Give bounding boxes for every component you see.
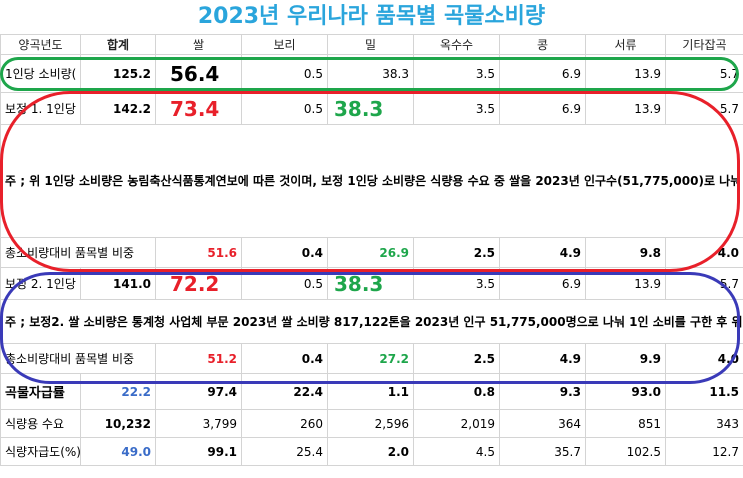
cell-tubers: 13.9 <box>585 267 666 300</box>
cell-barley: 0.5 <box>241 267 328 300</box>
table-row: 보정 2. 1인당 141.0 72.2 0.5 38.3 3.5 6.9 13… <box>0 267 743 300</box>
table-row: 식량용 수요 10,232 3,799 260 2,596 2,019 364 … <box>0 409 743 438</box>
cell-rice: 56.4 <box>155 54 242 93</box>
cell-tubers: 851 <box>585 409 666 438</box>
cell-soybean: 9.3 <box>499 373 586 410</box>
cell-rice: 72.2 <box>155 267 242 300</box>
cell-wheat: 38.3 <box>327 267 414 300</box>
cell-total: 10,232 <box>80 409 156 438</box>
table-row: 식량자급도(%) 49.0 99.1 25.4 2.0 4.5 35.7 102… <box>0 437 743 466</box>
note-row: 주 ; 위 1인당 소비량은 농림축산식품통계연보에 따른 것이며, 보정 1인… <box>0 124 743 238</box>
cell-soybean: 35.7 <box>499 437 586 466</box>
row-label: 총소비량대비 품목별 비중 <box>0 343 156 374</box>
cell-tubers: 9.9 <box>585 343 666 374</box>
table-row: 보정 1. 1인당 142.2 73.4 0.5 38.3 3.5 6.9 13… <box>0 92 743 125</box>
cell-other-grains: 4.0 <box>665 343 743 374</box>
row-label: 식량용 수요 <box>0 409 81 438</box>
cell-wheat: 38.3 <box>327 54 414 93</box>
header-cell: 양곡년도 <box>0 34 81 55</box>
cell-wheat: 2,596 <box>327 409 414 438</box>
header-cell: 합계 <box>80 34 156 55</box>
row-label: 식량자급도(%) <box>0 437 81 466</box>
cell-soybean: 6.9 <box>499 267 586 300</box>
cell-wheat: 1.1 <box>327 373 414 410</box>
cell-corn: 4.5 <box>413 437 500 466</box>
cell-rice: 3,799 <box>155 409 242 438</box>
cell-wheat: 27.2 <box>327 343 414 374</box>
cell-soybean: 6.9 <box>499 54 586 93</box>
table-row: 총소비량대비 품목별 비중 51.2 0.4 27.2 2.5 4.9 9.9 … <box>0 343 743 374</box>
cell-barley: 22.4 <box>241 373 328 410</box>
cell-corn: 2.5 <box>413 343 500 374</box>
note-row: 주 ; 보정2. 쌀 소비량은 통계청 사업체 부문 2023년 쌀 소비량 8… <box>0 299 743 344</box>
cell-barley: 0.4 <box>241 237 328 268</box>
cell-barley: 25.4 <box>241 437 328 466</box>
header-cell: 기타잡곡 <box>665 34 743 55</box>
header-cell: 옥수수 <box>413 34 500 55</box>
row-label: 총소비량대비 품목별 비중 <box>0 237 156 268</box>
cell-corn: 3.5 <box>413 92 500 125</box>
cell-rice: 99.1 <box>155 437 242 466</box>
cell-rice: 51.6 <box>155 237 242 268</box>
header-row: 양곡년도 합계 쌀 보리 밀 옥수수 콩 서류 기타잡곡 <box>0 34 743 55</box>
note-text: 주 ; 위 1인당 소비량은 농림축산식품통계연보에 따른 것이며, 보정 1인… <box>0 124 743 238</box>
cell-total: 49.0 <box>80 437 156 466</box>
cell-soybean: 4.9 <box>499 237 586 268</box>
cell-barley: 260 <box>241 409 328 438</box>
cell-tubers: 102.5 <box>585 437 666 466</box>
row-label: 1인당 소비량( <box>0 54 81 93</box>
table-row: 1인당 소비량( 125.2 56.4 0.5 38.3 3.5 6.9 13.… <box>0 54 743 93</box>
header-cell: 쌀 <box>155 34 242 55</box>
row-label: 보정 1. 1인당 <box>0 92 81 125</box>
cell-other-grains: 5.7 <box>665 92 743 125</box>
page-title: 2023년 우리나라 품목별 곡물소비량 <box>197 4 546 29</box>
cell-soybean: 364 <box>499 409 586 438</box>
note-text: 주 ; 보정2. 쌀 소비량은 통계청 사업체 부문 2023년 쌀 소비량 8… <box>0 299 743 344</box>
cell-barley: 0.4 <box>241 343 328 374</box>
cell-total: 141.0 <box>80 267 156 300</box>
cell-soybean: 6.9 <box>499 92 586 125</box>
cell-rice: 97.4 <box>155 373 242 410</box>
cell-wheat: 26.9 <box>327 237 414 268</box>
cell-total: 125.2 <box>80 54 156 93</box>
cell-barley: 0.5 <box>241 54 328 93</box>
header-cell: 보리 <box>241 34 328 55</box>
cell-corn: 0.8 <box>413 373 500 410</box>
cell-corn: 2.5 <box>413 237 500 268</box>
cell-other-grains: 4.0 <box>665 237 743 268</box>
cell-tubers: 13.9 <box>585 92 666 125</box>
cell-tubers: 93.0 <box>585 373 666 410</box>
row-label: 보정 2. 1인당 <box>0 267 81 300</box>
cell-other-grains: 11.5 <box>665 373 743 410</box>
table-row: 총소비량대비 품목별 비중 51.6 0.4 26.9 2.5 4.9 9.8 … <box>0 237 743 268</box>
cell-tubers: 9.8 <box>585 237 666 268</box>
cell-barley: 0.5 <box>241 92 328 125</box>
cell-other-grains: 5.7 <box>665 267 743 300</box>
cell-wheat: 2.0 <box>327 437 414 466</box>
cell-rice: 73.4 <box>155 92 242 125</box>
cell-corn: 2,019 <box>413 409 500 438</box>
consumption-table: 양곡년도 합계 쌀 보리 밀 옥수수 콩 서류 기타잡곡 1인당 소비량( 12… <box>0 34 743 466</box>
row-label: 곡물자급률 <box>0 373 81 410</box>
cell-other-grains: 343 <box>665 409 743 438</box>
cell-corn: 3.5 <box>413 54 500 93</box>
cell-corn: 3.5 <box>413 267 500 300</box>
cell-other-grains: 12.7 <box>665 437 743 466</box>
header-cell: 밀 <box>327 34 414 55</box>
table-row: 곡물자급률 22.2 97.4 22.4 1.1 0.8 9.3 93.0 11… <box>0 373 743 410</box>
header-cell: 콩 <box>499 34 586 55</box>
cell-tubers: 13.9 <box>585 54 666 93</box>
cell-rice: 51.2 <box>155 343 242 374</box>
cell-other-grains: 5.7 <box>665 54 743 93</box>
cell-soybean: 4.9 <box>499 343 586 374</box>
cell-wheat: 38.3 <box>327 92 414 125</box>
header-cell: 서류 <box>585 34 666 55</box>
cell-total: 142.2 <box>80 92 156 125</box>
cell-total: 22.2 <box>80 373 156 410</box>
